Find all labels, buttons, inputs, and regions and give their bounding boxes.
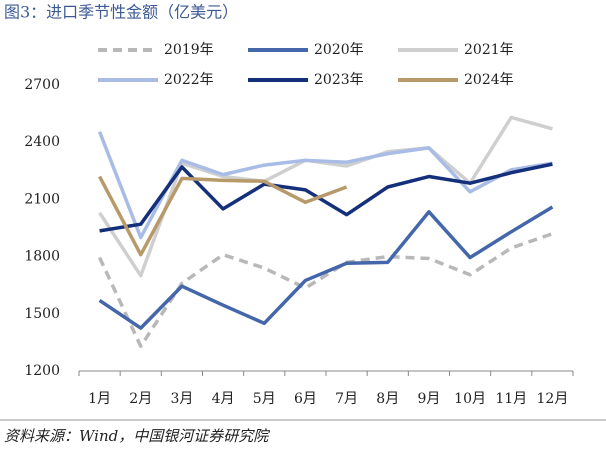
x-tick-label: 4月 xyxy=(212,391,235,407)
y-tick-label: 1200 xyxy=(24,363,60,379)
x-tick-label: 2月 xyxy=(129,391,152,407)
legend-label: 2023年 xyxy=(314,72,364,88)
legend-label: 2020年 xyxy=(314,42,364,58)
legend-label: 2024年 xyxy=(464,72,514,88)
legend-label: 2019年 xyxy=(164,42,214,58)
y-tick-label: 2400 xyxy=(24,134,60,150)
line xyxy=(98,115,553,278)
y-tick-label: 2700 xyxy=(24,77,60,93)
x-tick-label: 3月 xyxy=(170,391,193,407)
x-tick-label: 12月 xyxy=(537,391,569,407)
x-tick-label: 1月 xyxy=(88,391,111,407)
x-tick-label: 11月 xyxy=(495,391,527,407)
y-tick-label: 1500 xyxy=(24,306,60,322)
line xyxy=(99,162,553,233)
x-tick-label: 10月 xyxy=(454,391,486,407)
line xyxy=(98,175,348,257)
y-tick-label: 1800 xyxy=(24,249,60,265)
legend-label: 2022年 xyxy=(164,72,214,88)
chart-title: 图3：进口季节性金额（亿美元） xyxy=(4,3,238,22)
x-tick-label: 9月 xyxy=(417,391,440,407)
x-tick-label: 7月 xyxy=(335,391,358,407)
x-tick-label: 5月 xyxy=(253,391,276,407)
x-tick-label: 8月 xyxy=(376,391,399,407)
line xyxy=(97,131,553,240)
x-tick-label: 6月 xyxy=(294,391,317,407)
y-tick-label: 2100 xyxy=(24,191,60,207)
line xyxy=(98,205,554,330)
source: 资料来源：Wind，中国银河证券研究院 xyxy=(4,427,270,445)
legend-label: 2021年 xyxy=(464,42,514,58)
line xyxy=(97,232,553,348)
